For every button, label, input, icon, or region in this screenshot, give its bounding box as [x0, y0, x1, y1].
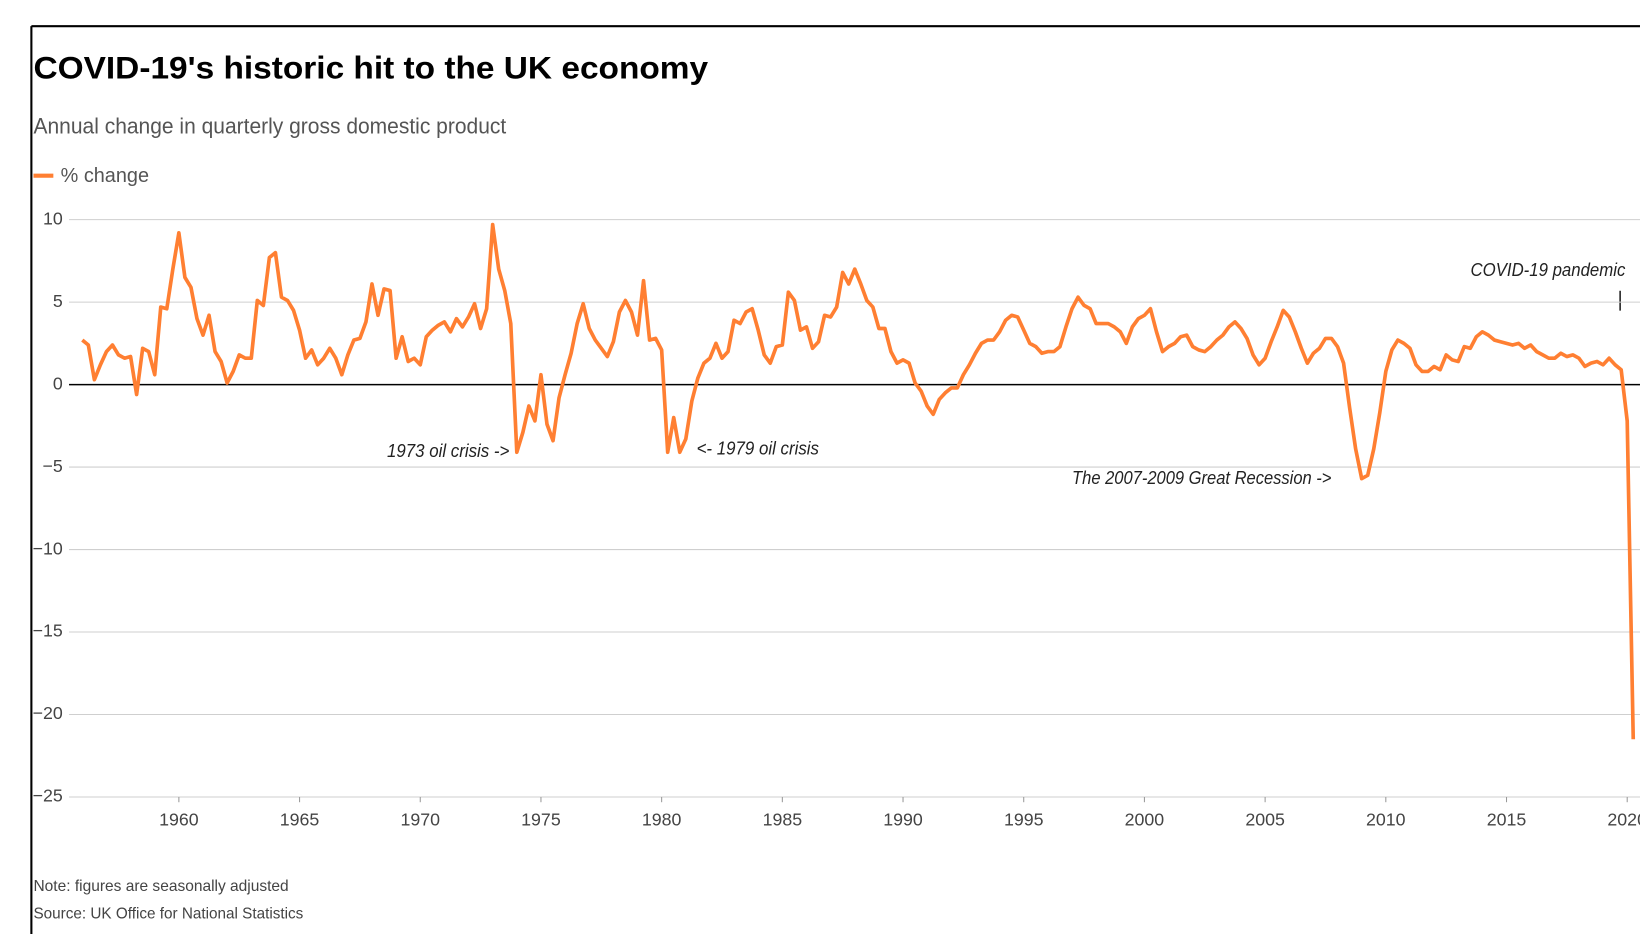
- x-tick-label: 2015: [1487, 810, 1527, 830]
- y-tick-label: −15: [33, 621, 63, 641]
- note: Note: figures are seasonally adjusted: [33, 878, 288, 895]
- x-tick-label: 2000: [1125, 810, 1165, 830]
- x-tick-label: 1965: [280, 810, 320, 830]
- legend-label: % change: [61, 165, 149, 187]
- x-tick-label: 1960: [159, 810, 199, 830]
- x-tick-label: 1995: [1004, 810, 1044, 830]
- chart-subtitle: Annual change in quarterly gross domesti…: [33, 113, 506, 138]
- y-tick-label: −10: [33, 538, 63, 558]
- y-tick-label: −25: [33, 786, 63, 806]
- annotation: <- 1979 oil crisis: [697, 438, 820, 459]
- x-tick-label: 1975: [521, 810, 561, 830]
- x-tick-label: 1970: [400, 810, 440, 830]
- y-tick-label: 5: [53, 291, 63, 311]
- x-tick-label: 1990: [883, 810, 923, 830]
- annotation: 1973 oil crisis ->: [387, 440, 509, 461]
- annotation: COVID-19 pandemic: [1471, 259, 1626, 280]
- x-tick-label: 2020: [1607, 810, 1640, 830]
- y-tick-label: 10: [43, 208, 63, 228]
- data-line: [81, 222, 1636, 740]
- x-tick-label: 2010: [1366, 810, 1406, 830]
- x-tick-label: 1985: [763, 810, 803, 830]
- source: Source: UK Office for National Statistic…: [33, 905, 303, 922]
- chart-title: COVID-19's historic hit to the UK econom…: [33, 50, 708, 85]
- y-tick-label: 0: [53, 373, 63, 393]
- y-tick-label: −5: [42, 456, 62, 476]
- x-tick-label: 1980: [642, 810, 682, 830]
- x-tick-label: 2005: [1245, 810, 1285, 830]
- annotation: The 2007-2009 Great Recession ->: [1072, 467, 1331, 488]
- y-tick-label: −20: [33, 703, 63, 723]
